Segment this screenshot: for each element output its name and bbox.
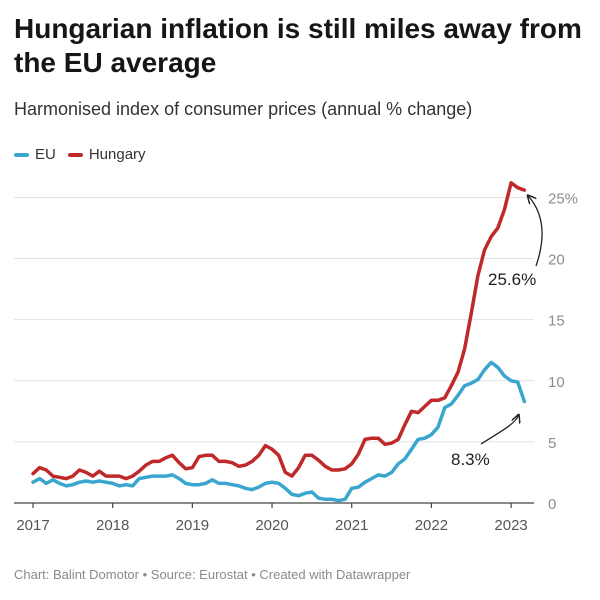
x-tick-label-2018: 2018 (96, 517, 129, 534)
series-line-eu (31, 360, 527, 503)
annotation-eu-label: 8.3% (451, 450, 490, 469)
chart-subtitle: Harmonised index of consumer prices (ann… (14, 99, 473, 119)
legend-item-hungary: Hungary (67, 146, 146, 163)
annotation-eu-arrow (480, 416, 518, 445)
y-tick-label-25: 25% (548, 190, 578, 207)
legend-label-hungary: Hungary (88, 146, 146, 163)
y-tick-label-0: 0 (548, 496, 556, 513)
chart-footer: Chart: Balint Domotor • Source: Eurostat… (14, 567, 411, 582)
x-tick-label-2017: 2017 (16, 517, 49, 534)
x-tick-label-2023: 2023 (494, 517, 527, 534)
annotation-hungary-arrow (528, 196, 543, 267)
annotation-hungary-label: 25.6% (488, 270, 536, 289)
legend-label-eu: EU (35, 146, 56, 163)
series-line-hungary (31, 181, 527, 481)
x-tick-label-2022: 2022 (415, 517, 448, 534)
x-tick-label-2020: 2020 (255, 517, 288, 534)
legend: EU Hungary (14, 146, 158, 163)
chart-title: Hungarian inflation is still miles away … (14, 13, 582, 78)
y-tick-label-5: 5 (548, 435, 556, 452)
legend-swatch-eu (14, 152, 29, 157)
legend-swatch-hungary (67, 152, 83, 157)
y-tick-label-15: 15 (548, 313, 565, 330)
y-tick-label-10: 10 (548, 374, 565, 391)
x-tick-label-2021: 2021 (335, 517, 368, 534)
line-chart: 0 5 10 15 20 25% 2017 2018 2019 2020 2021 2022 2023 2… (14, 181, 578, 534)
y-tick-label-20: 20 (548, 252, 565, 269)
legend-item-eu: EU (14, 146, 56, 163)
x-tick-label-2019: 2019 (176, 517, 209, 534)
